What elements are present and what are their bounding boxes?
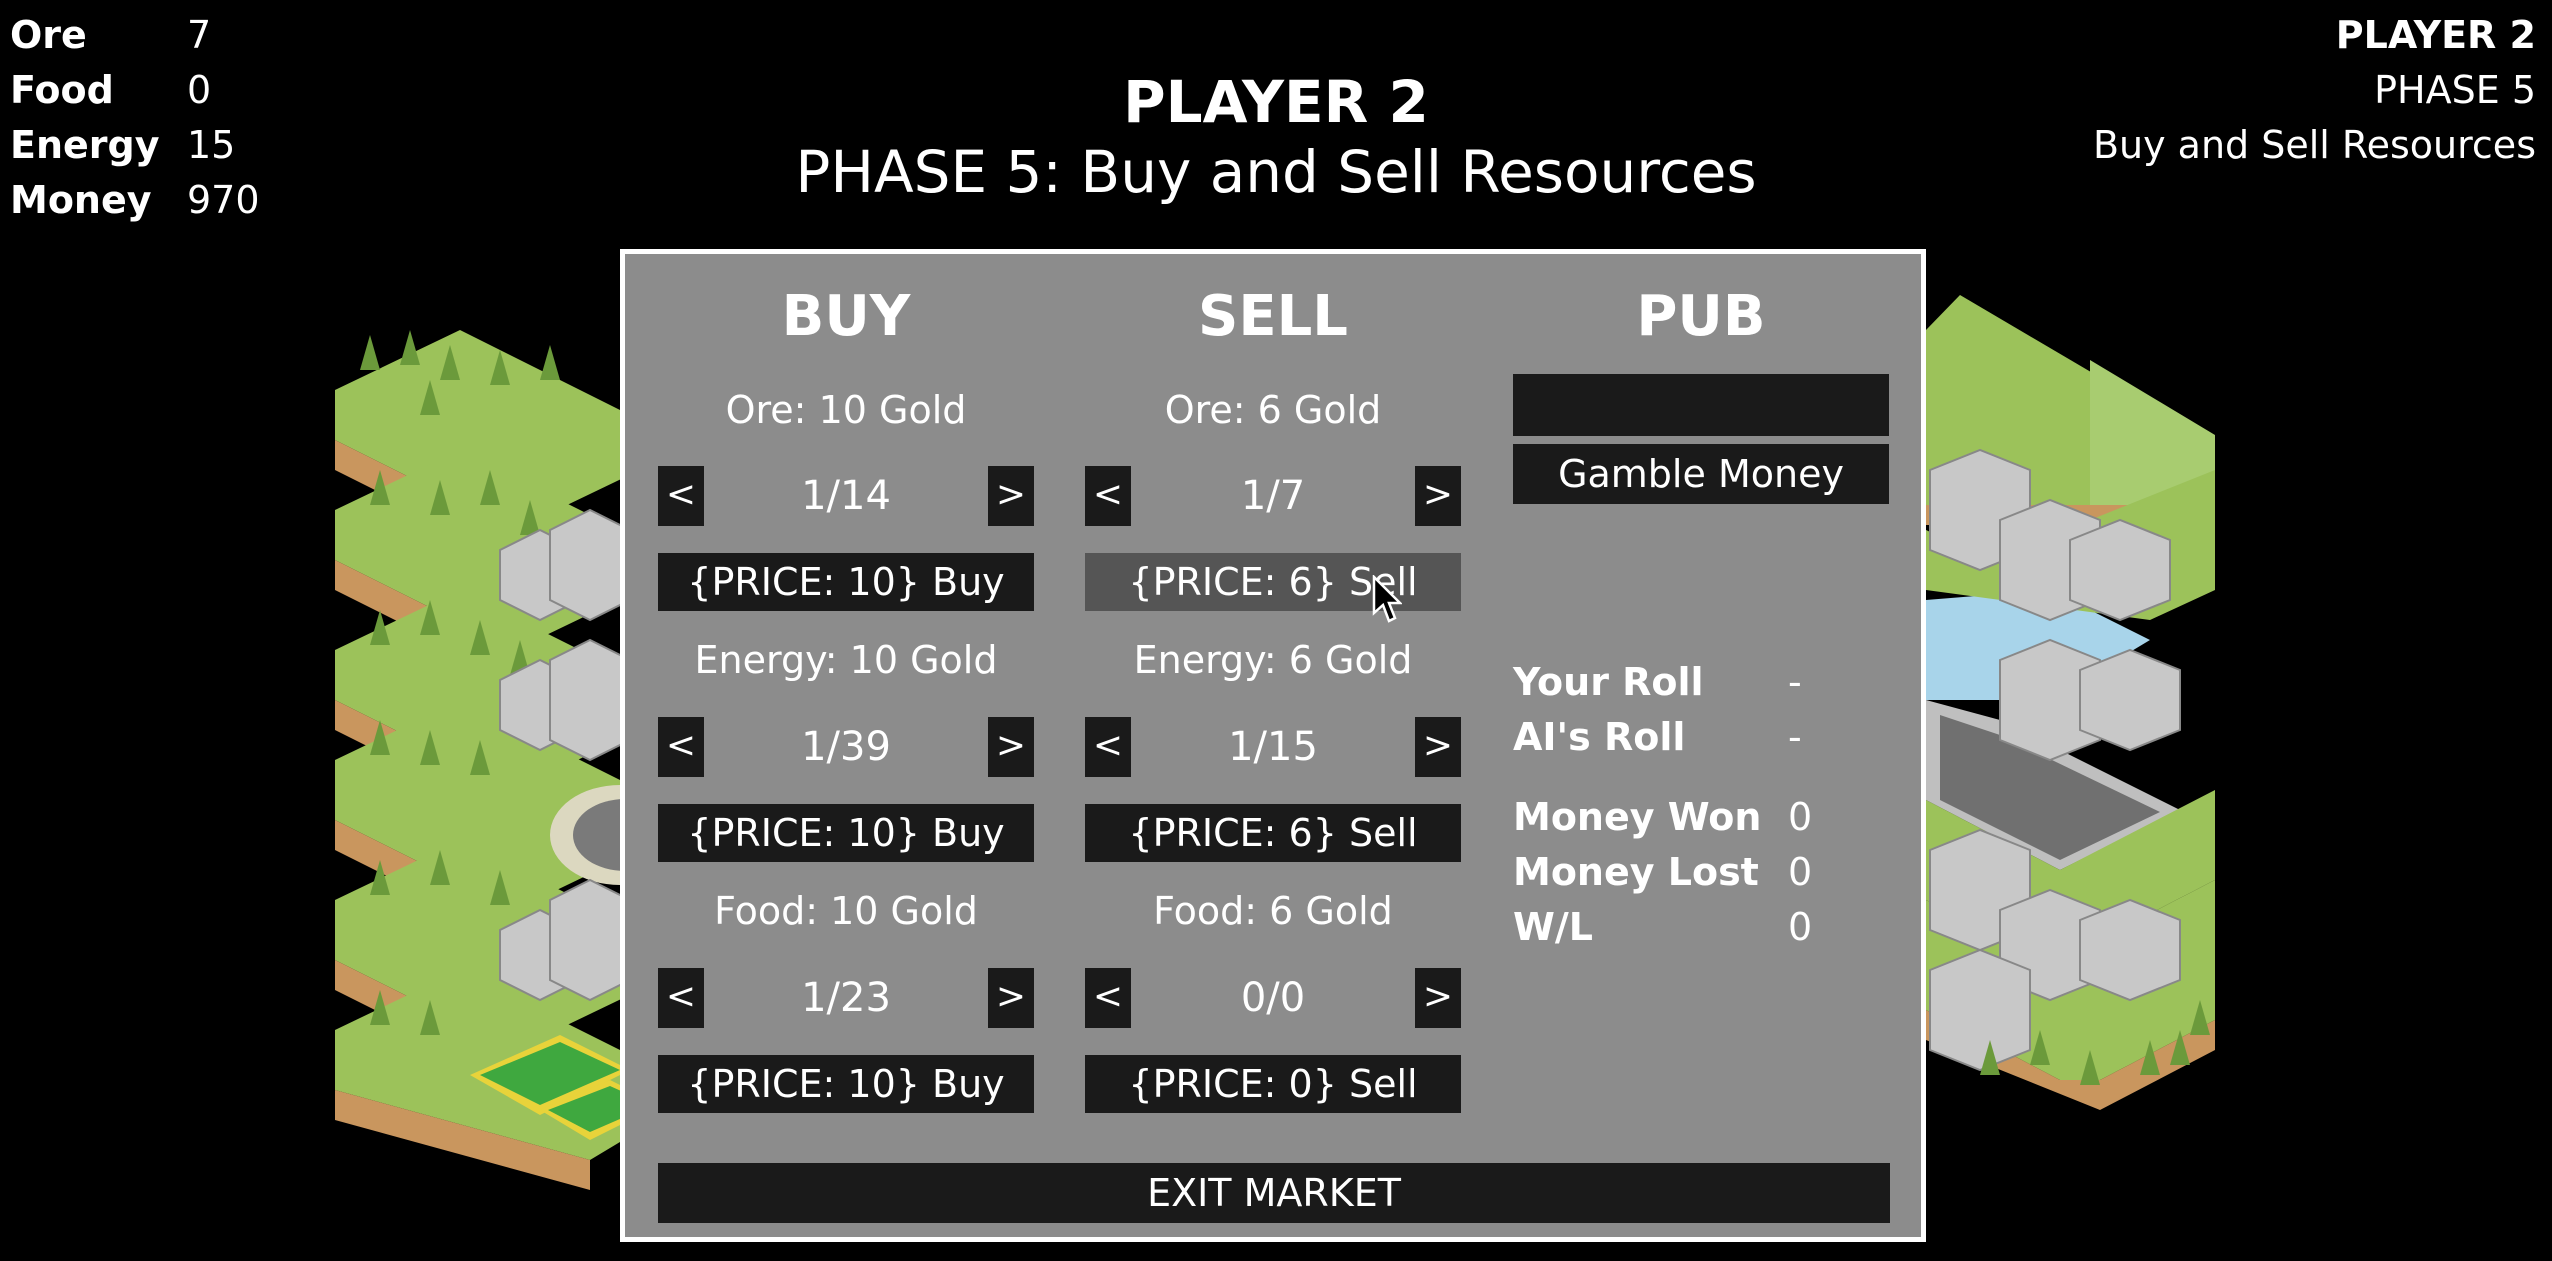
your-roll-row: Your Roll -: [1513, 660, 1802, 704]
sell-energy-button[interactable]: {PRICE: 6} Sell: [1085, 804, 1461, 862]
corner-player: PLAYER 2: [2335, 13, 2536, 57]
money-lost-row: Money Lost 0: [1513, 850, 1812, 894]
pub-label: Your Roll: [1513, 660, 1704, 704]
pub-value: 0: [1788, 795, 1813, 839]
sell-ore-price: Ore: 6 Gold: [1164, 388, 1382, 432]
sell-energy-stepper: < 1/15 >: [1085, 717, 1461, 777]
decrement-button[interactable]: <: [658, 968, 704, 1028]
pub-label: AI's Roll: [1513, 715, 1686, 759]
stat-label: Ore: [10, 13, 87, 57]
market-panel: BUY SELL PUB Ore: 10 Gold < 1/14 > {PRIC…: [620, 249, 1926, 1242]
pub-value: -: [1788, 660, 1802, 704]
pub-label: Money Won: [1513, 795, 1762, 839]
right-island: [1926, 295, 2215, 1110]
player-stats: Ore 7 Food 0 Energy 15 Money 970: [10, 8, 260, 228]
ai-roll-row: AI's Roll -: [1513, 715, 1802, 759]
stat-value: 970: [187, 178, 260, 222]
quantity-value: 0/0: [1240, 975, 1306, 1021]
sell-food-price: Food: 6 Gold: [1153, 889, 1393, 933]
win-loss-row: W/L 0: [1513, 905, 1812, 949]
corner-phase: PHASE 5: [2374, 68, 2536, 112]
quantity-value: 1/15: [1228, 724, 1318, 770]
decrement-button[interactable]: <: [658, 466, 704, 526]
quantity-value: 1/14: [801, 473, 891, 519]
stat-value: 0: [187, 68, 212, 112]
stat-label: Food: [10, 68, 114, 112]
buy-energy-stepper: < 1/39 >: [658, 717, 1034, 777]
stat-ore: Ore 7: [10, 8, 260, 63]
buy-food-price: Food: 10 Gold: [714, 889, 978, 933]
increment-button[interactable]: >: [1415, 968, 1461, 1028]
stat-food: Food 0: [10, 63, 260, 118]
money-won-row: Money Won 0: [1513, 795, 1812, 839]
exit-market-button[interactable]: EXIT MARKET: [658, 1163, 1890, 1223]
increment-button[interactable]: >: [1415, 466, 1461, 526]
gamble-amount-input[interactable]: [1513, 374, 1889, 436]
decrement-button[interactable]: <: [1085, 717, 1131, 777]
current-player-title: PLAYER 2: [1123, 68, 1429, 136]
stat-value: 7: [187, 13, 212, 57]
stat-value: 15: [187, 123, 236, 167]
stat-money: Money 970: [10, 173, 260, 228]
buy-food-button[interactable]: {PRICE: 10} Buy: [658, 1055, 1034, 1113]
pub-value: 0: [1788, 905, 1813, 949]
quantity-value: 1/23: [801, 975, 891, 1021]
pub-label: Money Lost: [1513, 850, 1759, 894]
corner-phase-name: Buy and Sell Resources: [2092, 123, 2536, 167]
gamble-money-button[interactable]: Gamble Money: [1513, 444, 1889, 504]
buy-energy-button[interactable]: {PRICE: 10} Buy: [658, 804, 1034, 862]
increment-button[interactable]: >: [988, 466, 1034, 526]
sell-food-button[interactable]: {PRICE: 0} Sell: [1085, 1055, 1461, 1113]
sell-heading: SELL: [1198, 284, 1348, 349]
stat-label: Energy: [10, 123, 160, 167]
quantity-value: 1/39: [801, 724, 891, 770]
buy-heading: BUY: [781, 284, 911, 349]
increment-button[interactable]: >: [988, 717, 1034, 777]
decrement-button[interactable]: <: [1085, 968, 1131, 1028]
increment-button[interactable]: >: [1415, 717, 1461, 777]
current-phase-title: PHASE 5: Buy and Sell Resources: [795, 138, 1757, 206]
pub-heading: PUB: [1636, 284, 1766, 349]
decrement-button[interactable]: <: [1085, 466, 1131, 526]
pub-value: 0: [1788, 850, 1813, 894]
mouse-cursor-icon: [1372, 575, 1402, 623]
sell-ore-button[interactable]: {PRICE: 6} Sell: [1085, 553, 1461, 611]
stat-energy: Energy 15: [10, 118, 260, 173]
buy-ore-stepper: < 1/14 >: [658, 466, 1034, 526]
increment-button[interactable]: >: [988, 968, 1034, 1028]
decrement-button[interactable]: <: [658, 717, 704, 777]
buy-ore-price: Ore: 10 Gold: [725, 388, 967, 432]
sell-ore-stepper: < 1/7 >: [1085, 466, 1461, 526]
stat-label: Money: [10, 178, 152, 222]
buy-ore-button[interactable]: {PRICE: 10} Buy: [658, 553, 1034, 611]
sell-food-stepper: < 0/0 >: [1085, 968, 1461, 1028]
buy-energy-price: Energy: 10 Gold: [694, 638, 998, 682]
quantity-value: 1/7: [1240, 473, 1306, 519]
pub-label: W/L: [1513, 905, 1594, 949]
buy-food-stepper: < 1/23 >: [658, 968, 1034, 1028]
pub-value: -: [1788, 715, 1802, 759]
sell-energy-price: Energy: 6 Gold: [1133, 638, 1413, 682]
